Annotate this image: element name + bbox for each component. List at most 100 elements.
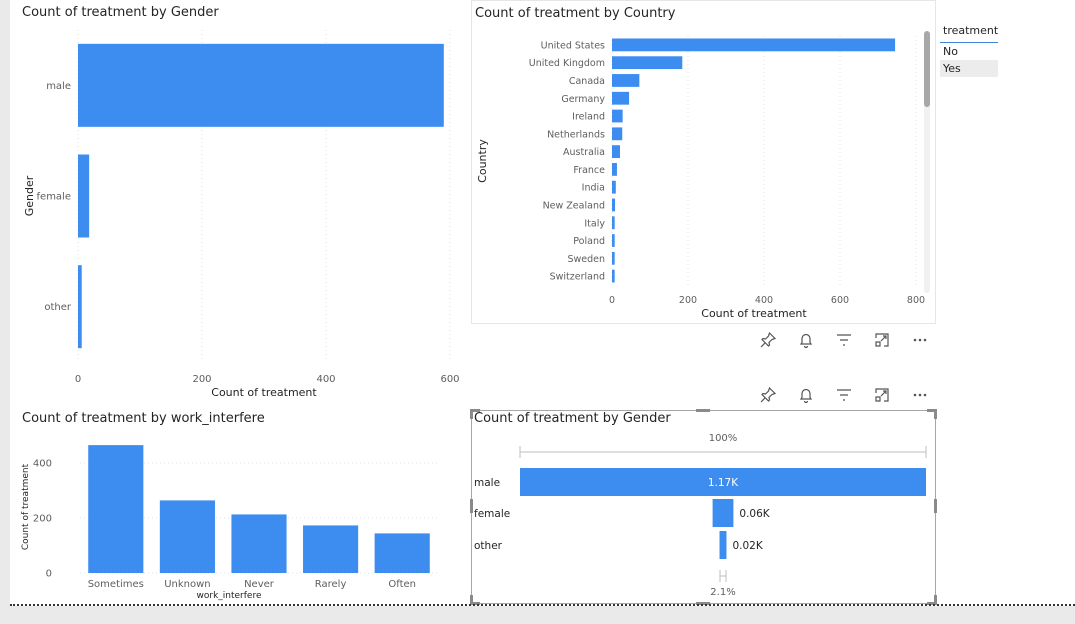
- x-tick-label: 0: [75, 374, 81, 385]
- category-label: other: [474, 540, 503, 552]
- x-tick-label: 600: [831, 295, 849, 306]
- data-label: 1.17K: [708, 477, 739, 489]
- pin-icon[interactable]: [756, 328, 780, 352]
- funnel-visual-toolbar: [756, 383, 932, 407]
- focus-mode-icon[interactable]: [870, 328, 894, 352]
- x-tick-label: 400: [316, 374, 335, 385]
- y-tick-label: 400: [33, 459, 52, 470]
- x-axis-title: Count of treatment: [701, 307, 807, 320]
- work-interfere-column-visual[interactable]: Count of treatment by work_interfere 0 20…: [10, 405, 465, 603]
- category-label: other: [44, 302, 72, 313]
- category-label: Often: [388, 579, 416, 590]
- bar: [612, 251, 615, 265]
- y-tick-label: 0: [46, 569, 52, 580]
- bar: [231, 514, 287, 573]
- category-label: Switzerland: [550, 272, 605, 283]
- bar: [374, 533, 430, 573]
- more-options-icon[interactable]: [908, 328, 932, 352]
- category-label: India: [582, 183, 605, 194]
- bar: [612, 269, 615, 283]
- bar: [612, 162, 617, 176]
- category-label: Germany: [561, 94, 605, 105]
- bar: [78, 154, 90, 238]
- category-label: female: [37, 192, 71, 203]
- bar: [612, 198, 616, 212]
- category-label: France: [573, 165, 605, 176]
- slicer-item-no[interactable]: No: [943, 45, 958, 58]
- bar: [78, 265, 82, 349]
- category-label: Rarely: [315, 579, 347, 590]
- bar: [612, 91, 630, 105]
- bar: [612, 74, 640, 87]
- bar: [159, 500, 215, 573]
- data-label: 0.02K: [732, 540, 763, 552]
- y-axis-title: Gender: [23, 175, 36, 216]
- bar: [612, 180, 616, 194]
- visual-title: Count of treatment by work_interfere: [22, 411, 265, 426]
- more-options-icon[interactable]: [908, 383, 932, 407]
- x-tick-label: 200: [192, 374, 211, 385]
- pin-icon[interactable]: [756, 383, 780, 407]
- gender-funnel-visual[interactable]: Count of treatment by Gender 100% male 1.1…: [471, 410, 934, 602]
- filter-icon[interactable]: [832, 383, 856, 407]
- category-label: Italy: [584, 218, 605, 229]
- x-axis-title: work_interfere: [197, 591, 262, 601]
- x-tick-label: 800: [907, 295, 925, 306]
- category-label: Canada: [569, 76, 605, 87]
- gender-bar-chart: 0 200 400 600 male female other Count of treatm…: [23, 30, 460, 399]
- x-axis-title: Count of treatment: [211, 386, 317, 399]
- x-tick-label: 200: [679, 295, 697, 306]
- bar: [612, 216, 615, 230]
- category-label: Sometimes: [88, 579, 144, 590]
- scrollbar-track[interactable]: [924, 31, 930, 293]
- country-visual-toolbar: [756, 328, 932, 352]
- x-tick-label: 400: [755, 295, 773, 306]
- top-percent-label: 100%: [709, 433, 738, 444]
- work-interfere-column-chart: 0 200 400 Sometimes Unknown Never Rarely Often w…: [21, 445, 438, 601]
- y-tick-label: 200: [33, 514, 52, 525]
- category-label: Poland: [573, 236, 605, 247]
- category-label: male: [46, 81, 71, 92]
- y-axis-title: Country: [476, 139, 489, 183]
- category-label: Never: [244, 579, 275, 590]
- bar: [88, 445, 144, 573]
- bar: [612, 109, 623, 123]
- x-tick-label: 0: [609, 295, 615, 306]
- page-boundary-line: [10, 604, 1075, 606]
- country-bar-visual[interactable]: Count of treatment by Country 0 200 400 600…: [471, 0, 936, 324]
- category-label: Unknown: [164, 579, 210, 590]
- category-label: Netherlands: [547, 129, 605, 140]
- focus-mode-icon[interactable]: [870, 383, 894, 407]
- bar: [612, 38, 896, 52]
- slicer-item-yes[interactable]: Yes: [940, 60, 998, 77]
- gender-funnel-chart: 100% male 1.17K female 0.06K other 0.02K 2.1%: [474, 433, 927, 598]
- category-label: Ireland: [572, 112, 605, 123]
- bar: [303, 525, 359, 573]
- country-bar-chart: 0 200 400 600 800 United States United Kingdom…: [476, 36, 925, 320]
- x-tick-label: 600: [440, 374, 459, 385]
- category-label: female: [474, 508, 510, 520]
- category-label: United Kingdom: [529, 58, 605, 69]
- category-label: United States: [541, 40, 605, 51]
- visual-title: Count of treatment by Gender: [22, 5, 219, 20]
- data-label: 0.06K: [739, 508, 770, 520]
- category-label: Sweden: [567, 254, 605, 265]
- bar: [78, 43, 444, 127]
- category-label: Australia: [563, 147, 605, 158]
- bar: [612, 56, 683, 70]
- visual-title: Count of treatment by Country: [475, 6, 676, 21]
- gender-bar-visual[interactable]: Count of treatment by Gender 0 200 400 600 m…: [10, 0, 465, 402]
- bar: [612, 127, 623, 141]
- treatment-slicer[interactable]: treatment No Yes: [940, 22, 998, 77]
- bell-icon[interactable]: [794, 328, 818, 352]
- bar: [612, 234, 615, 247]
- category-label: male: [474, 477, 500, 489]
- funnel-bar: [719, 531, 727, 559]
- funnel-bar: [712, 499, 734, 527]
- bar: [612, 145, 620, 159]
- visual-title: Count of treatment by Gender: [474, 411, 671, 426]
- scrollbar-thumb[interactable]: [924, 31, 930, 107]
- filter-icon[interactable]: [832, 328, 856, 352]
- bell-icon[interactable]: [794, 383, 818, 407]
- category-label: New Zealand: [543, 200, 605, 211]
